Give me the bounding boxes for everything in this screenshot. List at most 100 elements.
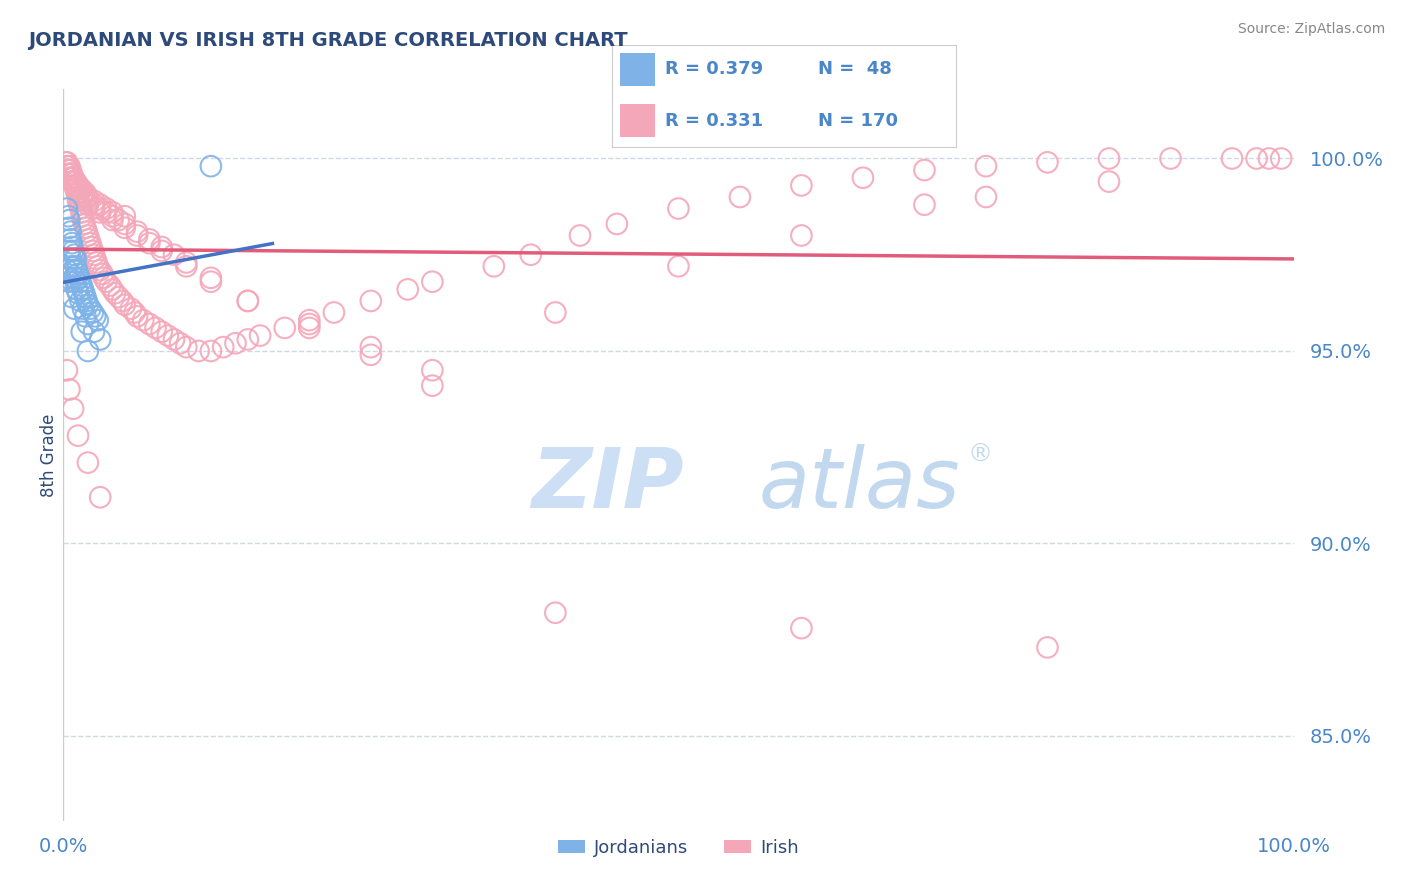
Point [69,182,91,196]
Point [520,248,543,262]
Point [273,321,295,335]
Point [83,248,105,262]
Point [67,197,90,211]
Point [66,282,89,296]
Point [298,313,321,327]
Point [69,293,91,308]
Point [174,340,197,354]
Point [79,301,101,316]
Point [58,170,80,185]
Point [59,167,82,181]
Point [76,343,98,358]
Point [67,286,90,301]
Point [120,301,142,316]
Point [62,170,84,185]
Point [101,205,124,219]
Point [482,260,505,274]
Point [58,159,80,173]
Point [111,293,134,308]
Point [69,202,91,216]
Point [76,293,98,308]
Point [200,275,222,289]
Point [127,225,148,239]
Point [59,163,82,178]
Point [59,252,82,266]
Point [138,236,160,251]
Point [83,325,105,339]
Point [65,175,87,189]
Point [163,333,186,347]
Point [56,209,79,223]
Point [606,217,628,231]
Point [1098,152,1121,166]
Text: N =  48: N = 48 [818,61,893,78]
Text: R = 0.379: R = 0.379 [665,61,763,78]
Legend: Jordanians, Irish: Jordanians, Irish [551,832,806,864]
Point [65,182,87,196]
Point [77,232,100,246]
Point [98,278,121,293]
Point [75,310,97,324]
Point [1246,152,1268,166]
Point [58,244,80,258]
Point [1036,640,1059,655]
Point [67,178,90,193]
Point [76,456,98,470]
Point [422,363,444,377]
Point [65,252,87,266]
Point [225,336,247,351]
Point [236,293,259,308]
Point [66,182,89,196]
Point [323,305,346,319]
Point [56,163,79,178]
Point [56,159,79,173]
Point [72,301,94,316]
Point [67,190,90,204]
Point [70,278,93,293]
Point [150,325,173,339]
Point [70,205,93,219]
Point [75,194,97,208]
Point [790,228,813,243]
Point [790,621,813,635]
Point [83,197,105,211]
Point [73,286,96,301]
Point [138,232,160,246]
Point [89,333,111,347]
Point [58,275,80,289]
Point [60,167,83,181]
Point [114,209,136,223]
Point [84,252,107,266]
Point [101,209,124,223]
Point [666,202,689,216]
Point [89,205,111,219]
Point [70,190,93,204]
Point [56,202,79,216]
Point [65,178,87,193]
Point [200,270,222,285]
Point [150,244,173,258]
Text: atlas: atlas [758,443,960,524]
Point [56,363,79,377]
Point [63,248,86,262]
Point [298,317,321,331]
Point [974,159,997,173]
Point [63,301,86,316]
Point [60,170,83,185]
Text: R = 0.331: R = 0.331 [665,112,763,129]
Point [87,313,110,327]
Point [67,178,90,193]
Point [56,155,79,169]
Point [66,263,89,277]
Point [70,325,93,339]
Point [72,213,94,227]
Point [212,340,235,354]
Point [67,270,90,285]
Text: ZIP: ZIP [531,443,683,524]
Point [89,197,111,211]
Point [63,178,86,193]
Point [87,260,110,274]
Point [56,163,79,178]
Point [62,244,84,258]
Text: N = 170: N = 170 [818,112,898,129]
